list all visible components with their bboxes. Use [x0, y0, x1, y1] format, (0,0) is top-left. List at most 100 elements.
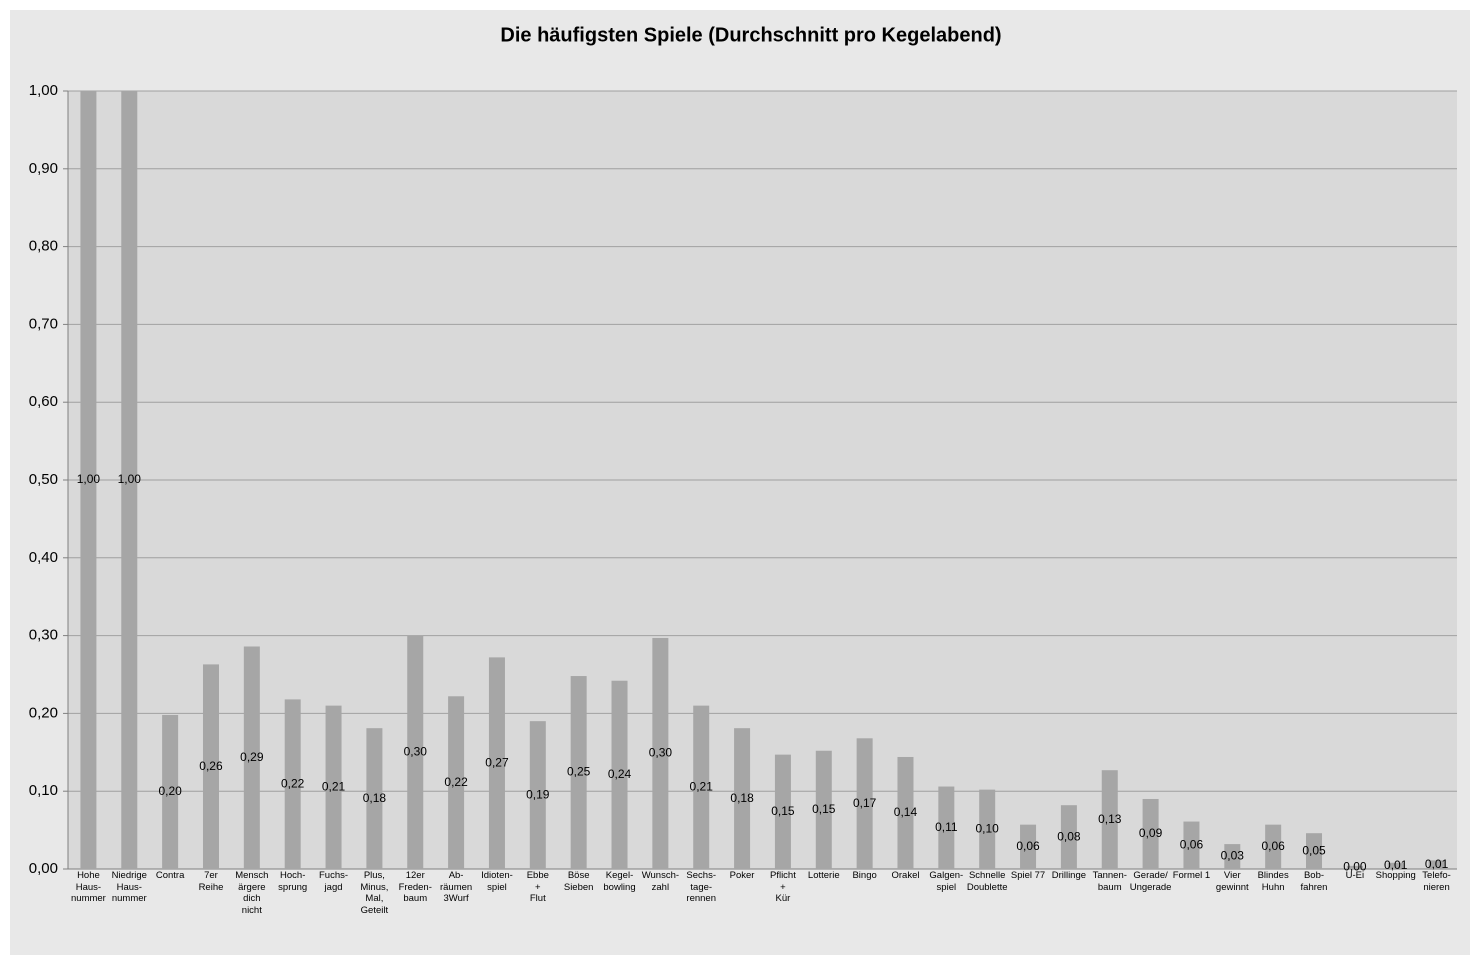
x-tick-label: Shopping: [1375, 870, 1416, 881]
x-tick-label: Spiel 77: [1010, 870, 1046, 881]
x-tick-label: Galgen- spiel: [929, 870, 964, 893]
value-label: 0,26: [199, 759, 223, 773]
x-tick-label: Bingo: [852, 870, 877, 881]
x-tick-label: Idioten- spiel: [481, 870, 513, 893]
bar: [1428, 860, 1445, 869]
bar: [1224, 844, 1241, 869]
bar: [856, 738, 873, 869]
y-tick-label: 0,70: [29, 315, 58, 332]
value-label: 0,03: [1221, 849, 1245, 863]
x-tick-label: Hoch- sprung: [278, 870, 308, 893]
value-label: 0,24: [608, 767, 632, 781]
value-label: 0,01: [1425, 857, 1449, 871]
bar: [652, 637, 669, 869]
y-tick-label: 0,10: [29, 782, 58, 799]
bar: [1183, 821, 1200, 869]
value-label: 0,29: [240, 750, 264, 764]
x-tick-label: Bob- fahren: [1300, 870, 1328, 893]
value-label: 0,21: [322, 779, 346, 793]
bar: [243, 646, 260, 869]
x-tick-label: Böse Sieben: [563, 870, 594, 893]
bar: [979, 789, 996, 869]
bar: [1346, 865, 1363, 869]
y-tick-label: 0,00: [29, 860, 58, 877]
x-tick-label: Formel 1: [1172, 870, 1211, 881]
x-tick-label: Lotterie: [807, 870, 840, 881]
x-tick-label: Niedrige Haus- nummer: [111, 870, 147, 904]
value-label: 0,15: [812, 802, 836, 816]
x-tick-label: Tannen- baum: [1092, 870, 1127, 893]
bar: [1020, 824, 1037, 869]
chart-title: Die häufigsten Spiele (Durchschnitt pro …: [500, 24, 1001, 46]
bar: [734, 728, 751, 869]
bar: [407, 635, 424, 869]
value-label: 0,09: [1139, 826, 1163, 840]
x-tick-label: Gerade/ Ungerade: [1129, 870, 1172, 893]
value-label: 0,30: [404, 744, 428, 758]
bar: [938, 786, 955, 869]
value-label: 0,22: [444, 775, 468, 789]
bar: [815, 750, 832, 869]
value-label: 0,25: [567, 765, 591, 779]
x-tick-label: Telefo- nieren: [1422, 870, 1451, 893]
x-tick-label: 7er Reihe: [198, 870, 224, 893]
value-label: 0,06: [1180, 837, 1204, 851]
x-tick-label: Ebbe + Flut: [526, 870, 549, 904]
value-label: 0,22: [281, 776, 305, 790]
value-label: 0,05: [1302, 843, 1326, 857]
bar: [366, 728, 383, 869]
x-tick-label: Drillinge: [1051, 870, 1087, 881]
x-tick-label: Orakel: [891, 870, 920, 881]
bar: [774, 754, 791, 869]
value-label: 0,13: [1098, 812, 1122, 826]
bar: [202, 664, 219, 869]
value-label: 1,00: [118, 472, 142, 486]
x-tick-label: Ab- räumen 3Wurf: [439, 870, 473, 904]
x-tick-label: Wunsch- zahl: [641, 870, 680, 893]
bar: [529, 721, 546, 869]
value-label: 0,15: [771, 804, 795, 818]
value-label: 0,11: [935, 820, 958, 834]
value-label: 0,14: [894, 805, 918, 819]
value-label: 0,21: [690, 779, 714, 793]
value-label: 0,19: [526, 787, 550, 801]
bar: [162, 714, 179, 869]
y-tick-label: 0,90: [29, 160, 58, 177]
value-label: 0,20: [158, 784, 182, 798]
x-tick-label: Kegel- bowling: [603, 870, 636, 893]
value-label: 0,00: [1343, 860, 1367, 874]
bar: [80, 91, 97, 869]
bar: [693, 705, 710, 869]
bar: [1306, 833, 1323, 869]
bar: [570, 676, 587, 869]
bar: [897, 756, 914, 869]
x-tick-label: Fuchs- jagd: [319, 870, 349, 893]
value-label: 1,00: [77, 472, 101, 486]
value-label: 0,30: [649, 746, 673, 760]
y-tick-label: 0,80: [29, 238, 58, 255]
x-tick-label: Mensch ärgere dich nicht: [235, 870, 269, 916]
bar: [611, 680, 628, 869]
bar: [488, 657, 505, 869]
y-tick-label: 0,60: [29, 393, 58, 410]
x-tick-label: Hohe Haus- nummer: [71, 870, 106, 904]
bar: [284, 699, 301, 869]
y-tick-label: 0,20: [29, 704, 58, 721]
x-tick-label: 12er Freden- baum: [398, 870, 432, 904]
value-label: 0,06: [1261, 839, 1285, 853]
value-label: 0,18: [730, 791, 754, 805]
y-tick-label: 1,00: [29, 82, 58, 99]
bar: [121, 91, 138, 869]
value-label: 0,10: [976, 821, 1000, 835]
x-tick-label: Sechs- tage- rennen: [686, 870, 717, 904]
x-tick-label: Blindes Huhn: [1257, 870, 1289, 893]
x-tick-label: Plus, Minus, Mal, Geteilt: [360, 870, 389, 916]
bar: [448, 696, 465, 869]
bar: [1265, 824, 1282, 869]
value-label: 0,06: [1016, 839, 1040, 853]
x-tick-label: Contra: [155, 870, 185, 881]
value-label: 0,17: [853, 796, 877, 810]
x-tick-label: Vier gewinnt: [1215, 870, 1249, 893]
